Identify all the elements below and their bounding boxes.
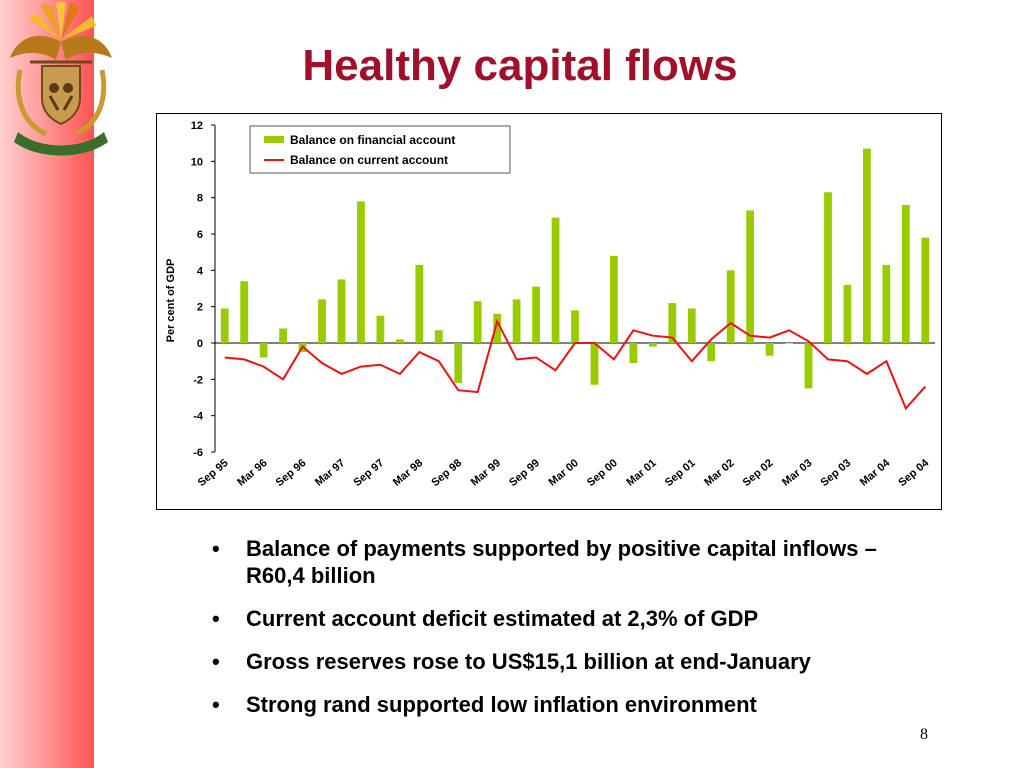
right-tusk-icon bbox=[74, 69, 107, 137]
right-wing-icon bbox=[61, 35, 112, 60]
bar-financial-account bbox=[610, 255, 618, 343]
x-tick-label: Sep 96 bbox=[274, 457, 309, 489]
y-tick-label: 4 bbox=[197, 265, 204, 277]
x-tick-label: Mar 00 bbox=[547, 457, 581, 489]
bar-financial-account bbox=[824, 192, 832, 343]
slide-title: Healthy capital flows bbox=[302, 41, 738, 90]
x-tick-label: Sep 98 bbox=[429, 457, 464, 489]
bar-financial-account bbox=[434, 330, 443, 343]
x-tick-label: Sep 99 bbox=[507, 457, 542, 489]
bar-financial-account bbox=[843, 284, 852, 343]
bar-financial-account bbox=[493, 313, 502, 343]
page-number: 8 bbox=[920, 726, 928, 743]
x-tick-label: Sep 02 bbox=[741, 457, 776, 489]
y-tick-label: 10 bbox=[191, 156, 203, 168]
x-tick-label: Sep 00 bbox=[585, 457, 620, 489]
bar-financial-account bbox=[220, 308, 229, 343]
bar-financial-account bbox=[240, 281, 249, 343]
x-tick-label: Sep 03 bbox=[818, 457, 853, 489]
bar-financial-account bbox=[863, 148, 871, 343]
bar-financial-account bbox=[415, 264, 424, 343]
legend-swatch-financial bbox=[264, 136, 284, 143]
y-axis-title: Per cent of GDP bbox=[165, 259, 177, 343]
x-tick-label: Mar 04 bbox=[858, 457, 893, 489]
y-tick-label: -2 bbox=[193, 374, 203, 386]
x-tick-label: Mar 98 bbox=[391, 457, 425, 489]
side-gradient-bar bbox=[0, 0, 94, 768]
x-tick-label: Sep 04 bbox=[896, 457, 932, 490]
bar-financial-account bbox=[901, 204, 910, 343]
bullet-item: Current account deficit estimated at 2,3… bbox=[210, 605, 930, 632]
bar-financial-account bbox=[376, 315, 385, 343]
y-tick-label: 8 bbox=[197, 193, 203, 205]
shield-icon bbox=[41, 65, 81, 126]
bar-financial-account bbox=[921, 237, 930, 343]
y-tick-label: 2 bbox=[197, 302, 203, 314]
bar-financial-account bbox=[882, 264, 891, 343]
x-tick-label: Sep 01 bbox=[663, 457, 698, 489]
motto-banner bbox=[14, 132, 108, 156]
chart-frame: 12 10 8 6 4 2 0 -2 -4 -6 Per cent of GDP Sep 95 Mar … bbox=[156, 113, 942, 510]
bar-financial-account bbox=[318, 299, 326, 343]
bar-financial-account bbox=[707, 343, 716, 362]
bar-financial-account bbox=[512, 299, 521, 343]
bar-financial-account bbox=[532, 286, 540, 343]
bar-financial-account bbox=[551, 217, 560, 343]
bar-financial-account bbox=[337, 279, 346, 343]
bar-financial-account bbox=[648, 343, 657, 347]
x-tick-label: Mar 99 bbox=[469, 457, 503, 489]
bullet-item: Balance of payments supported by positiv… bbox=[210, 535, 930, 589]
bar-financial-account bbox=[259, 343, 268, 358]
left-wing-icon bbox=[10, 35, 61, 60]
bullet-list: Balance of payments supported by positiv… bbox=[210, 535, 930, 734]
legend-label-current: Balance on current account bbox=[290, 153, 448, 167]
bar-financial-account bbox=[765, 343, 774, 356]
bar-financial-account bbox=[279, 328, 287, 343]
x-tick-label: Mar 97 bbox=[313, 457, 347, 489]
sun-rays-icon bbox=[28, 2, 96, 40]
bullet-item: Strong rand supported low inflation envi… bbox=[210, 691, 930, 718]
bar-financial-account bbox=[454, 343, 463, 383]
left-tusk-icon bbox=[15, 69, 48, 137]
x-tick-label: Mar 03 bbox=[780, 457, 814, 489]
bar-financial-account bbox=[785, 343, 793, 344]
y-tick-label: -4 bbox=[193, 411, 204, 423]
x-tick-label: Mar 96 bbox=[235, 457, 269, 489]
x-tick-label: Mar 01 bbox=[624, 457, 658, 489]
line-current-account bbox=[224, 318, 927, 411]
legend-box bbox=[249, 125, 511, 174]
legend-label-financial: Balance on financial account bbox=[290, 133, 455, 147]
x-tick-label: Sep 97 bbox=[351, 457, 386, 489]
bar-financial-account bbox=[590, 343, 599, 385]
bar-financial-account bbox=[804, 343, 813, 389]
bar-financial-account bbox=[571, 310, 579, 343]
x-tick-label: Sep 95 bbox=[196, 457, 231, 489]
y-tick-label: 12 bbox=[191, 120, 203, 132]
y-tick-label: 0 bbox=[197, 338, 203, 350]
x-tick-label: Mar 02 bbox=[702, 457, 736, 489]
bar-financial-account bbox=[746, 210, 755, 343]
bar-financial-account bbox=[687, 308, 696, 343]
bar-financial-account bbox=[473, 301, 482, 343]
bar-financial-account bbox=[395, 339, 404, 343]
bar-financial-account bbox=[726, 270, 735, 343]
bar-financial-account bbox=[629, 343, 638, 363]
bullet-item: Gross reserves rose to US$15,1 billion a… bbox=[210, 648, 930, 675]
y-tick-label: -6 bbox=[193, 447, 203, 459]
bar-financial-account bbox=[357, 201, 365, 343]
bar-financial-account bbox=[668, 303, 677, 343]
y-tick-label: 6 bbox=[197, 229, 203, 241]
coat-of-arms-logo bbox=[10, 2, 112, 156]
